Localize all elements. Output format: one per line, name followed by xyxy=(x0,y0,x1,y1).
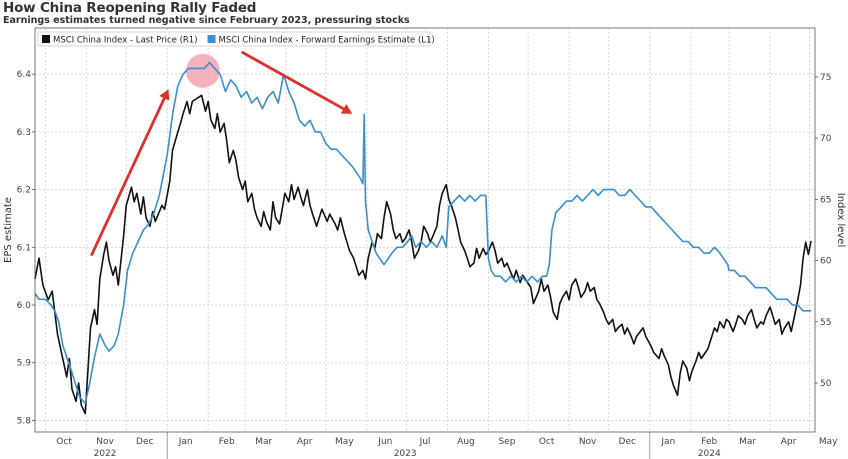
x-tick-label: Jul xyxy=(419,437,431,447)
x-tick-label: May xyxy=(335,437,354,447)
eps-estimate-line xyxy=(34,61,811,404)
legend-label-eps: MSCI China Index - Forward Earnings Esti… xyxy=(219,36,435,46)
y-right-tick-label: 65 xyxy=(820,195,831,205)
y-right-tick-label: 70 xyxy=(820,134,832,144)
y-right-tick-label: 60 xyxy=(820,257,832,267)
y-left-tick-label: 6.1 xyxy=(17,243,31,253)
x-tick-label: Apr xyxy=(297,437,313,447)
y-left-tick-label: 5.9 xyxy=(17,359,32,369)
annotation-arrowhead xyxy=(159,89,170,101)
x-tick-label: Nov xyxy=(579,437,597,447)
x-tick-label: Aug xyxy=(457,437,475,447)
annotation-arrow xyxy=(90,96,166,256)
legend: MSCI China Index - Last Price (R1) MSCI C… xyxy=(37,31,435,47)
legend-box xyxy=(37,31,431,47)
y-left-tick-label: 6.2 xyxy=(17,186,31,196)
last-price-line xyxy=(34,94,812,415)
y-right-tick-label: 55 xyxy=(820,318,831,328)
x-tick-label: Mar xyxy=(255,437,272,447)
x-tick-label: Dec xyxy=(619,437,636,447)
y-right-tick-label: 50 xyxy=(820,379,832,389)
y-left-tick-label: 6.4 xyxy=(17,70,32,80)
x-tick-label: Sep xyxy=(498,437,515,447)
y-right-axis-title: Index level xyxy=(835,193,846,248)
x-tick-label: Jun xyxy=(377,437,392,447)
x-year-label: 2024 xyxy=(698,449,721,459)
y-left-axis-title: EPS estimate xyxy=(3,197,14,263)
x-tick-label: Nov xyxy=(96,437,114,447)
axes: Oct Nov Dec Jan Feb Mar Apr May Jun Jul Aug Sep Oct N… xyxy=(3,27,846,459)
x-tick-label: Jan xyxy=(178,437,193,447)
x-tick-label: Feb xyxy=(219,437,235,447)
x-tick-label: Oct xyxy=(539,437,555,447)
x-tick-label: May xyxy=(819,437,838,447)
x-tick-label: Dec xyxy=(136,437,153,447)
highlight-layer xyxy=(185,53,220,88)
y-left-tick-label: 5.8 xyxy=(17,416,32,426)
x-tick-label: Feb xyxy=(701,437,717,447)
y-left-tick-label: 6.3 xyxy=(17,128,31,138)
chart-title: How China Reopening Rally Faded xyxy=(3,0,257,16)
chart-subtitle: Earnings estimates turned negative since… xyxy=(3,15,410,26)
x-tick-label: Apr xyxy=(781,437,797,447)
y-left-tick-label: 6.0 xyxy=(17,301,32,311)
legend-label-last-price: MSCI China Index - Last Price (R1) xyxy=(53,36,198,46)
annotation-arrow xyxy=(241,51,345,111)
plot-frame xyxy=(34,27,816,433)
legend-swatch-eps xyxy=(207,35,216,43)
x-year-label: 2023 xyxy=(394,449,417,459)
highlight-circle xyxy=(185,53,220,88)
x-tick-label: Mar xyxy=(739,437,756,447)
annotation-arrowhead xyxy=(340,104,353,114)
x-year-label: 2022 xyxy=(94,449,117,459)
series-lines xyxy=(34,61,812,415)
arrow-layer xyxy=(90,51,353,256)
y-right-tick-label: 75 xyxy=(820,73,831,83)
x-tick-label: Oct xyxy=(56,437,72,447)
x-tick-label: Jan xyxy=(660,437,675,447)
legend-swatch-last-price xyxy=(42,35,50,43)
grid-lines xyxy=(35,28,815,432)
year-separators xyxy=(166,432,651,459)
